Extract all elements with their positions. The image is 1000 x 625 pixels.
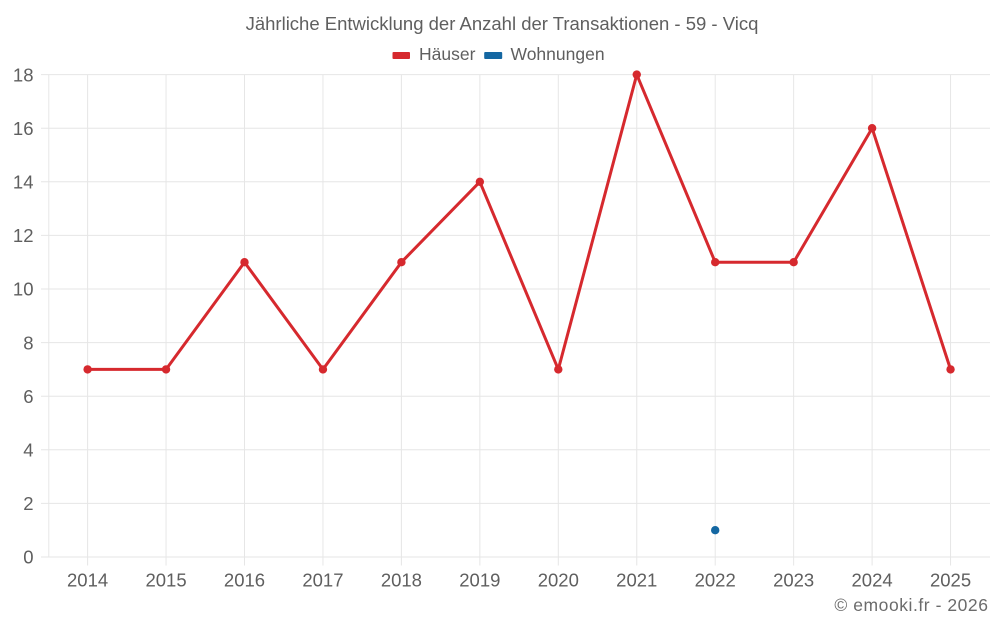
svg-text:2015: 2015 [145,569,186,590]
svg-text:2017: 2017 [302,569,343,590]
svg-text:12: 12 [13,225,34,246]
svg-text:14: 14 [13,172,34,193]
svg-text:2014: 2014 [67,569,108,590]
svg-text:2019: 2019 [459,569,500,590]
svg-text:2: 2 [23,493,33,514]
svg-text:2016: 2016 [224,569,265,590]
svg-text:2022: 2022 [695,569,736,590]
svg-text:Jährliche Entwicklung der Anza: Jährliche Entwicklung der Anzahl der Tra… [246,13,759,34]
svg-text:2025: 2025 [930,569,971,590]
svg-text:2020: 2020 [538,569,579,590]
svg-text:2018: 2018 [381,569,422,590]
svg-text:8: 8 [23,332,33,353]
svg-text:2023: 2023 [773,569,814,590]
svg-text:0: 0 [23,547,33,568]
svg-text:2024: 2024 [852,569,893,590]
svg-text:18: 18 [13,64,34,85]
svg-text:Wohnungen: Wohnungen [511,44,605,64]
svg-text:6: 6 [23,386,33,407]
svg-text:© emooki.fr - 2026: © emooki.fr - 2026 [834,595,988,615]
svg-text:2021: 2021 [616,569,657,590]
svg-text:Häuser: Häuser [419,44,476,64]
svg-text:16: 16 [13,118,34,139]
svg-text:4: 4 [23,440,33,461]
svg-text:10: 10 [13,279,34,300]
